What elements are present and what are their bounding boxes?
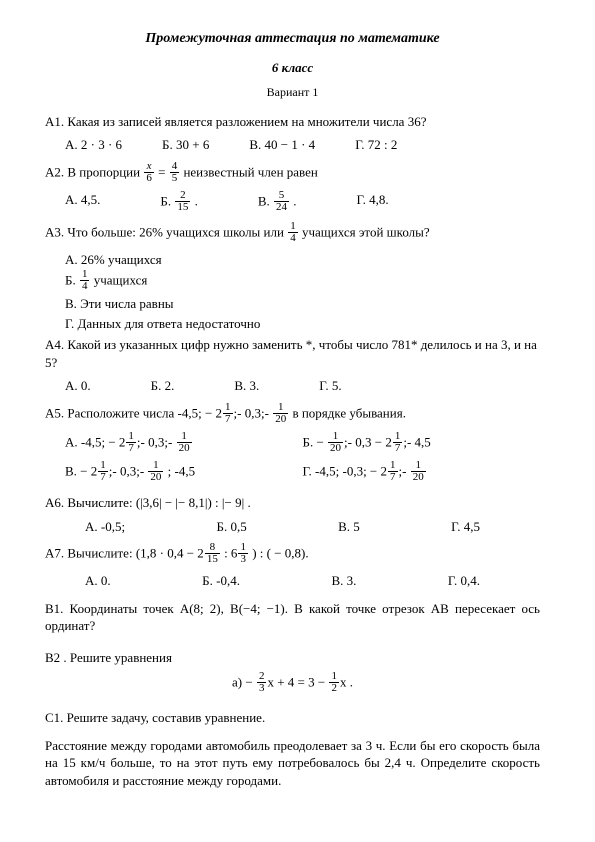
q-c1: С1. Решите задачу, составив уравнение. [45, 709, 540, 727]
a2-q-post: неизвестный член равен [180, 164, 318, 179]
a5-opt-d: Г. -4,5; -0,3; − 217;- 120 [303, 461, 541, 484]
a4-opt-c: В. 3. [234, 377, 259, 395]
variant-label: Вариант 1 [45, 84, 540, 100]
q-a4: А4. Какой из указанных цифр нужно замени… [45, 336, 540, 371]
a5-opt-b: Б. − 120;- 0,3 − 217;- 4,5 [303, 432, 541, 455]
b2-eq: а) − 23x + 4 = 3 − 12x . [45, 672, 540, 695]
a7-opt-c: В. 3. [331, 572, 356, 590]
a6-opt-c: В. 5 [338, 518, 360, 536]
q-a2: А2. В пропорции x6 = 45 неизвестный член… [45, 162, 540, 185]
a1-opt-d: Г. 72 : 2 [355, 136, 397, 154]
opts-a5: А. -4,5; − 217;- 0,3;- 120 Б. − 120;- 0,… [45, 432, 540, 490]
c1-text: Расстояние между городами автомобиль пре… [45, 737, 540, 790]
a5-opt-c: В. − 217;- 0,3;- 120 ; -4,5 [65, 461, 303, 484]
a1-opt-a: А. 2 · 3 · 6 [65, 136, 122, 154]
page-title: Промежуточная аттестация по математике [45, 30, 540, 49]
a6-opt-a: А. -0,5; [85, 518, 125, 536]
q-a6: А6. Вычислите: (|3,6| − |− 8,1|) : |− 9|… [45, 494, 540, 512]
a5-opt-a: А. -4,5; − 217;- 0,3;- 120 [65, 432, 303, 455]
a4-opt-a: А. 0. [65, 377, 91, 395]
opts-a6: А. -0,5; Б. 0,5 В. 5 Г. 4,5 [45, 518, 540, 536]
q-a5: А5. Расположите числа -4,5; − 217;- 0,3;… [45, 403, 540, 426]
a4-opt-b: Б. 2. [151, 377, 175, 395]
opts-a7: А. 0. Б. -0,4. В. 3. Г. 0,4. [45, 572, 540, 590]
a3-q-pre: А3. Что больше: 26% учащихся школы или [45, 224, 287, 239]
a7-opt-b: Б. -0,4. [202, 572, 240, 590]
q-a1: А1. Какая из записей является разложение… [45, 113, 540, 131]
opts-a4: А. 0. Б. 2. В. 3. Г. 5. [45, 377, 540, 395]
a1-opt-c: В. 40 − 1 · 4 [249, 136, 315, 154]
q-a3: А3. Что больше: 26% учащихся школы или 1… [45, 222, 540, 245]
opts-a1: А. 2 · 3 · 6 Б. 30 + 6 В. 40 − 1 · 4 Г. … [45, 136, 540, 154]
a7-opt-d: Г. 0,4. [448, 572, 480, 590]
a3-opt-d: Г. Данных для ответа недостаточно [45, 315, 540, 333]
a3-opt-b: Б. 14 учащихся [45, 270, 540, 293]
frac-45: 45 [170, 161, 180, 184]
a2-opt-c: В. 524 . [258, 191, 297, 214]
a1-opt-b: Б. 30 + 6 [162, 136, 209, 154]
a3-opt-c: В. Эти числа равны [45, 295, 540, 313]
a2-q-pre: А2. В пропорции [45, 164, 143, 179]
frac-14: 14 [288, 221, 298, 244]
a2-opt-b: Б. 215 . [160, 191, 197, 214]
q-b2: В2 . Решите уравнения [45, 649, 540, 667]
a3-q-post: учащихся этой школы? [299, 224, 430, 239]
a6-opt-d: Г. 4,5 [451, 518, 480, 536]
a2-opt-d: Г. 4,8. [357, 191, 389, 214]
a2-opt-a: А. 4,5. [65, 191, 100, 214]
page-subtitle: 6 класс [45, 59, 540, 77]
a6-opt-b: Б. 0,5 [216, 518, 246, 536]
a7-opt-a: А. 0. [85, 572, 111, 590]
q-a7: А7. Вычислите: (1,8 · 0,4 − 2815 : 613 )… [45, 543, 540, 566]
a3-opt-a: А. 26% учащихся [45, 251, 540, 269]
opts-a2: А. 4,5. Б. 215 . В. 524 . Г. 4,8. [45, 191, 540, 214]
a4-opt-d: Г. 5. [319, 377, 341, 395]
q-b1: В1. Координаты точек А(8; 2), В(−4; −1).… [45, 600, 540, 635]
frac-x6: x6 [144, 161, 154, 184]
